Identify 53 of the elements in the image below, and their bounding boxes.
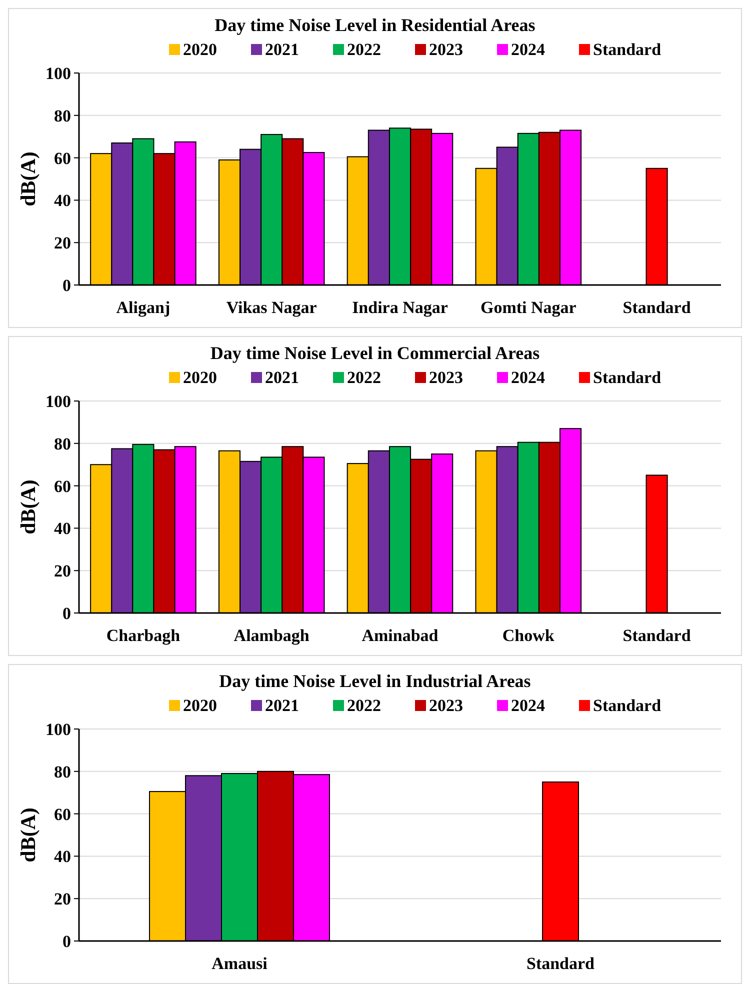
x-tick-label: Standard [622, 298, 692, 317]
y-tick-label: 100 [46, 392, 71, 411]
legend-label: 2023 [429, 40, 463, 59]
legend-label: 2021 [265, 696, 299, 715]
y-tick-label: 100 [46, 720, 71, 739]
chart-title: Day time Noise Level in Commercial Areas [210, 343, 540, 363]
x-tick-label: Aliganj [116, 298, 170, 317]
legend-label: Standard [593, 696, 662, 715]
chart-title: Day time Noise Level in Industrial Areas [219, 671, 531, 691]
legend-label: Standard [593, 40, 662, 59]
legend-label: 2021 [265, 40, 299, 59]
legend-label: 2023 [429, 368, 463, 387]
legend-label: Standard [593, 368, 662, 387]
legend-label: 2021 [265, 368, 299, 387]
y-tick-label: 60 [54, 476, 71, 496]
x-tick-label: Alambagh [234, 626, 310, 645]
y-tick-label: 100 [46, 64, 71, 83]
y-tick-label: 80 [54, 762, 71, 782]
x-tick-label: Gomti Nagar [480, 298, 577, 317]
y-axis-title: dB(A) [16, 808, 40, 862]
legend-label: 2022 [347, 40, 381, 59]
y-tick-label: 40 [54, 847, 71, 866]
y-tick-label: 20 [54, 890, 71, 909]
y-tick-label: 20 [54, 234, 71, 253]
y-tick-label: 20 [54, 562, 71, 581]
y-axis-title: dB(A) [16, 152, 40, 206]
legend-label: 2020 [183, 40, 217, 59]
y-tick-label: 60 [54, 148, 71, 168]
y-tick-label: 40 [54, 191, 71, 210]
legend-label: 2020 [183, 368, 217, 387]
x-tick-label: Amausi [212, 954, 268, 973]
legend-label: 2020 [183, 696, 217, 715]
y-tick-label: 80 [54, 434, 71, 454]
legend-label: 2024 [511, 696, 546, 715]
x-tick-label: Aminabad [362, 626, 439, 645]
y-tick-label: 40 [54, 519, 71, 538]
x-tick-label: Standard [622, 626, 692, 645]
legend-label: 2024 [511, 368, 546, 387]
x-tick-label: Chowk [502, 626, 555, 645]
y-tick-label: 0 [62, 932, 71, 951]
x-tick-label: Indira Nagar [352, 298, 448, 317]
y-tick-label: 0 [62, 276, 71, 295]
y-tick-label: 80 [54, 106, 71, 126]
legend-label: 2024 [511, 40, 546, 59]
x-tick-label: Vikas Nagar [226, 298, 318, 317]
legend-label: 2022 [347, 696, 381, 715]
y-tick-label: 0 [62, 604, 71, 623]
legend-label: 2022 [347, 368, 381, 387]
y-tick-label: 60 [54, 804, 71, 824]
x-tick-label: Charbagh [106, 626, 181, 645]
y-axis-title: dB(A) [16, 480, 40, 534]
chart-title: Day time Noise Level in Residential Areas [214, 15, 536, 35]
legend-label: 2023 [429, 696, 463, 715]
